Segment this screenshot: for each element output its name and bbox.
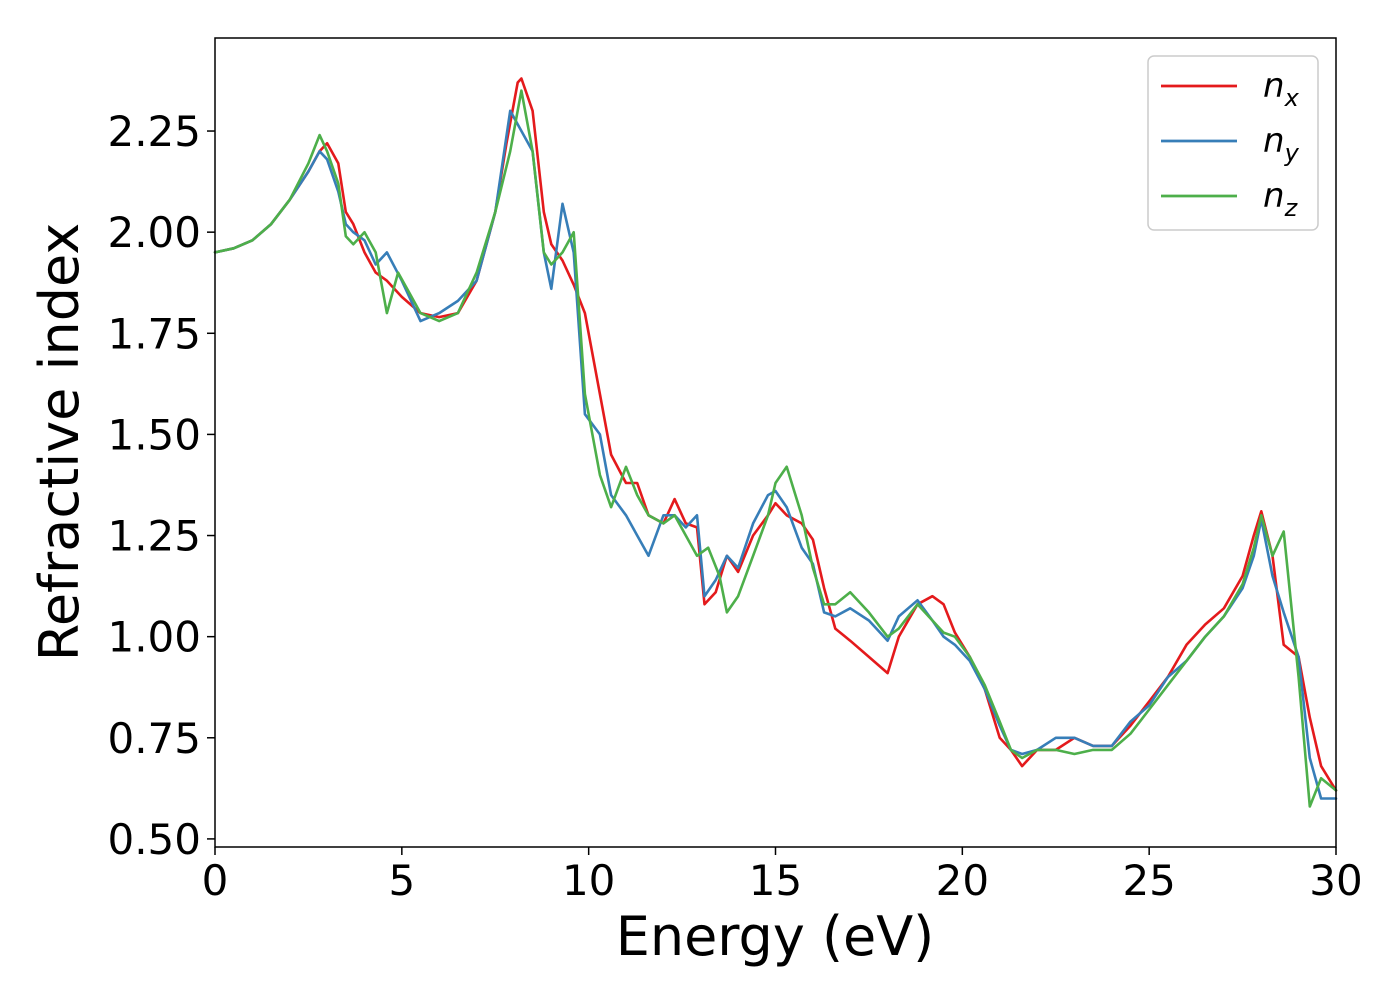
y-tick-label: 2.00 bbox=[107, 208, 201, 257]
y-axis-label: Refractive index bbox=[28, 223, 91, 662]
y-tick-label: 1.00 bbox=[107, 613, 201, 662]
y-tick-label: 2.25 bbox=[107, 107, 201, 156]
y-tick-label: 1.50 bbox=[107, 410, 201, 459]
series-line-y bbox=[213, 109, 1338, 800]
legend-label-x: nx bbox=[1263, 66, 1300, 112]
y-tick-label: 0.50 bbox=[107, 815, 201, 864]
series-layer bbox=[213, 77, 1338, 808]
x-tick-label: 20 bbox=[936, 856, 989, 905]
legend-box bbox=[1147, 55, 1319, 231]
legend: nx ny nz bbox=[1147, 55, 1319, 231]
legend-label-z: nz bbox=[1263, 176, 1299, 222]
x-tick-label: 0 bbox=[202, 856, 229, 905]
y-axis-ticks: 0.50 0.75 1.00 1.25 1.50 1.75 2.00 2.25 bbox=[107, 107, 215, 864]
x-tick-label: 30 bbox=[1309, 856, 1362, 905]
y-tick-label: 0.75 bbox=[107, 714, 201, 763]
x-tick-label: 10 bbox=[562, 856, 615, 905]
x-tick-label: 5 bbox=[388, 856, 415, 905]
legend-items: nx ny nz bbox=[1161, 66, 1300, 222]
x-axis-ticks: 0 5 10 15 20 25 30 bbox=[202, 847, 1363, 905]
x-tick-label: 15 bbox=[749, 856, 802, 905]
x-axis-label: Energy (eV) bbox=[616, 905, 935, 968]
legend-label-y: ny bbox=[1263, 121, 1300, 167]
y-tick-label: 1.25 bbox=[107, 512, 201, 561]
y-tick-label: 1.75 bbox=[107, 309, 201, 358]
x-tick-label: 25 bbox=[1122, 856, 1175, 905]
series-line-z bbox=[213, 89, 1338, 808]
